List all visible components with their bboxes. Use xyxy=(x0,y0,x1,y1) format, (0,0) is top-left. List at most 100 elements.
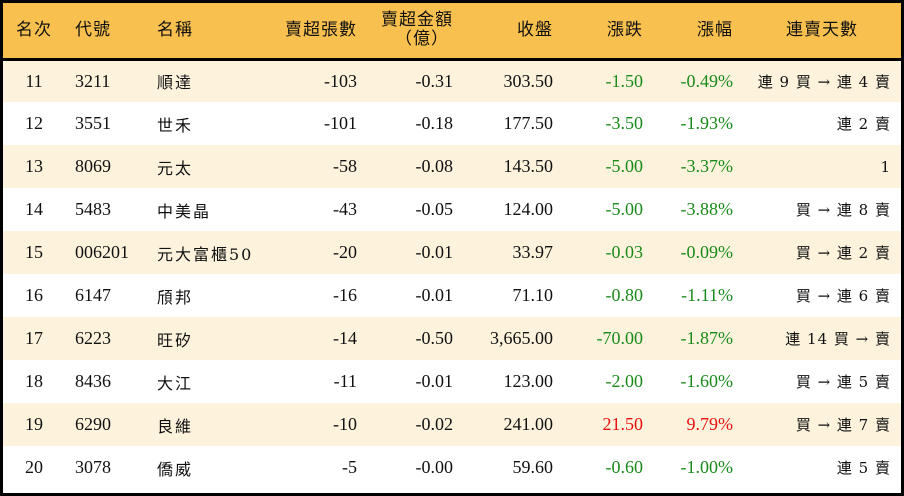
table-row[interactable]: 20 3078 僑威 -5 -0.00 59.60 -0.60 -1.00% 連… xyxy=(3,446,901,489)
cell-net-sell-amount: -0.31 xyxy=(415,70,454,91)
cell-code[interactable]: 3211 xyxy=(75,70,111,91)
cell-change: -0.60 xyxy=(605,457,644,477)
cell-name[interactable]: 元太 xyxy=(157,158,194,178)
cell-name[interactable]: 順達 xyxy=(157,73,194,93)
cell-code[interactable]: 006201 xyxy=(75,242,129,262)
cell-net-sell-amount: -0.18 xyxy=(415,113,454,133)
cell-net-sell-lots: -43 xyxy=(333,199,357,219)
header-change[interactable]: 漲跌 xyxy=(563,3,653,61)
cell-net-sell-amount: -0.02 xyxy=(415,414,454,434)
cell-rank: 19 xyxy=(25,414,43,434)
cell-streak: 買 → 連 8 賣 xyxy=(795,201,891,219)
cell-change-pct: -1.93% xyxy=(680,113,734,133)
cell-net-sell-lots: -20 xyxy=(333,242,357,262)
cell-change: -3.50 xyxy=(605,113,644,133)
header-close[interactable]: 收盤 xyxy=(463,3,563,61)
cell-streak: 連 9 買 → 連 4 賣 xyxy=(757,72,891,91)
cell-net-sell-lots: -5 xyxy=(342,457,357,477)
cell-streak: 買 → 連 5 賣 xyxy=(795,373,891,391)
cell-net-sell-amount: -0.01 xyxy=(415,285,454,305)
cell-rank: 11 xyxy=(25,70,43,91)
cell-net-sell-lots: -103 xyxy=(324,70,357,91)
cell-name[interactable]: 元大富櫃50 xyxy=(157,244,254,264)
cell-close: 123.00 xyxy=(503,371,554,391)
header-name[interactable]: 名稱 xyxy=(143,3,271,61)
cell-streak: 買 → 連 6 賣 xyxy=(795,287,891,305)
table-row[interactable]: 12 3551 世禾 -101 -0.18 177.50 -3.50 -1.93… xyxy=(3,102,901,145)
cell-code[interactable]: 6223 xyxy=(75,328,111,348)
cell-rank: 17 xyxy=(25,328,43,348)
cell-close: 303.50 xyxy=(503,70,554,91)
cell-code[interactable]: 6290 xyxy=(75,414,111,434)
table-row[interactable]: 19 6290 良維 -10 -0.02 241.00 21.50 9.79% … xyxy=(3,403,901,446)
cell-change-pct: -1.60% xyxy=(680,371,734,391)
cell-change: -1.50 xyxy=(605,70,644,91)
cell-code[interactable]: 5483 xyxy=(75,199,111,219)
cell-rank: 16 xyxy=(25,285,43,305)
cell-change: -70.00 xyxy=(596,328,644,348)
cell-net-sell-amount: -0.01 xyxy=(415,242,454,262)
table-row[interactable]: 16 6147 頎邦 -16 -0.01 71.10 -0.80 -1.11% … xyxy=(3,274,901,317)
cell-net-sell-lots: -14 xyxy=(333,328,357,348)
cell-change: -0.03 xyxy=(605,242,644,262)
header-change-pct[interactable]: 漲幅 xyxy=(653,3,743,61)
cell-change-pct: -0.49% xyxy=(680,70,734,91)
cell-name[interactable]: 世禾 xyxy=(157,115,194,135)
cell-name[interactable]: 旺矽 xyxy=(157,330,194,350)
cell-rank: 13 xyxy=(25,156,43,176)
cell-change-pct: -3.88% xyxy=(680,199,734,219)
net-sell-ranking-table: 名次 代號 名稱 賣超張數 賣超金額 （億） 收盤 漲跌 漲幅 連賣天數 11 … xyxy=(3,3,901,489)
cell-name[interactable]: 良維 xyxy=(157,416,194,436)
table-row[interactable]: 14 5483 中美晶 -43 -0.05 124.00 -5.00 -3.88… xyxy=(3,188,901,231)
cell-rank: 14 xyxy=(25,199,43,219)
cell-name[interactable]: 僑威 xyxy=(157,459,194,479)
cell-close: 177.50 xyxy=(503,113,554,133)
cell-rank: 20 xyxy=(25,457,43,477)
cell-close: 71.10 xyxy=(512,285,554,305)
cell-change: -0.80 xyxy=(605,285,644,305)
cell-change-pct: -3.37% xyxy=(680,156,734,176)
cell-change: -5.00 xyxy=(605,199,644,219)
cell-rank: 15 xyxy=(25,242,43,262)
table-row[interactable]: 15 006201 元大富櫃50 -20 -0.01 33.97 -0.03 -… xyxy=(3,231,901,274)
cell-rank: 12 xyxy=(25,113,43,133)
cell-net-sell-lots: -58 xyxy=(333,156,357,176)
cell-code[interactable]: 3551 xyxy=(75,113,111,133)
header-net-sell-amount[interactable]: 賣超金額 （億） xyxy=(367,3,463,61)
cell-close: 59.60 xyxy=(512,457,554,477)
cell-streak: 連 14 買 → 賣 xyxy=(785,330,891,348)
cell-net-sell-lots: -10 xyxy=(333,414,357,434)
cell-change-pct: 9.79% xyxy=(686,414,734,434)
cell-change-pct: -1.11% xyxy=(681,285,733,305)
cell-code[interactable]: 8436 xyxy=(75,371,111,391)
cell-streak: 買 → 連 2 賣 xyxy=(795,244,891,262)
header-net-sell-lots[interactable]: 賣超張數 xyxy=(271,3,367,61)
cell-net-sell-amount: -0.05 xyxy=(415,199,454,219)
header-net-sell-amount-line1: 賣超金額 xyxy=(381,10,453,31)
table-row[interactable]: 17 6223 旺矽 -14 -0.50 3,665.00 -70.00 -1.… xyxy=(3,317,901,360)
header-streak[interactable]: 連賣天數 xyxy=(743,3,901,61)
cell-close: 124.00 xyxy=(503,199,554,219)
cell-code[interactable]: 3078 xyxy=(75,457,111,477)
table-row[interactable]: 13 8069 元太 -58 -0.08 143.50 -5.00 -3.37%… xyxy=(3,145,901,188)
cell-change-pct: -0.09% xyxy=(680,242,734,262)
cell-name[interactable]: 大江 xyxy=(157,373,194,393)
table-row[interactable]: 11 3211 順達 -103 -0.31 303.50 -1.50 -0.49… xyxy=(3,59,901,102)
cell-change-pct: -1.00% xyxy=(680,457,734,477)
cell-streak: 1 xyxy=(880,157,891,176)
cell-name[interactable]: 中美晶 xyxy=(157,201,212,221)
cell-net-sell-amount: -0.00 xyxy=(415,457,454,477)
cell-streak: 連 5 賣 xyxy=(836,459,891,477)
cell-code[interactable]: 8069 xyxy=(75,156,111,176)
cell-streak: 連 2 賣 xyxy=(836,115,891,133)
cell-name[interactable]: 頎邦 xyxy=(157,287,194,307)
cell-close: 143.50 xyxy=(503,156,554,176)
cell-code[interactable]: 6147 xyxy=(75,285,111,305)
header-code[interactable]: 代號 xyxy=(65,3,143,61)
cell-net-sell-lots: -16 xyxy=(333,285,357,305)
header-rank[interactable]: 名次 xyxy=(3,3,65,61)
cell-change: -5.00 xyxy=(605,156,644,176)
table-row[interactable]: 18 8436 大江 -11 -0.01 123.00 -2.00 -1.60%… xyxy=(3,360,901,403)
cell-net-sell-amount: -0.01 xyxy=(415,371,454,391)
header-row: 名次 代號 名稱 賣超張數 賣超金額 （億） 收盤 漲跌 漲幅 連賣天數 xyxy=(3,3,901,61)
